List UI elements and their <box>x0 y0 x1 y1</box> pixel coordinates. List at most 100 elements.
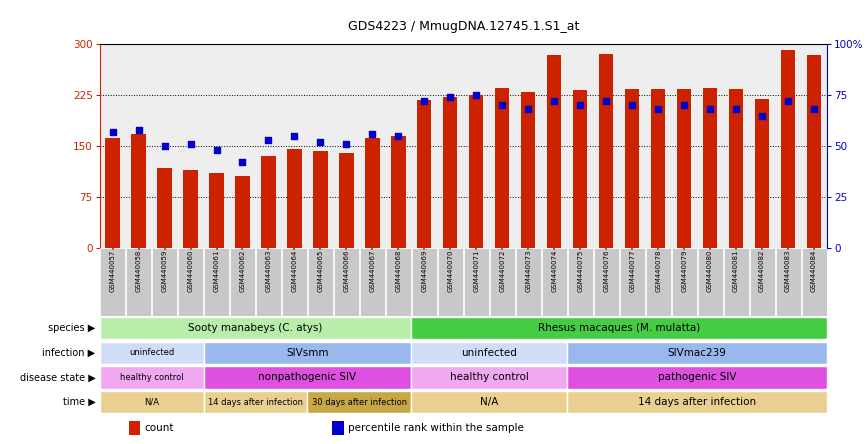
Bar <box>802 248 826 316</box>
Text: Rhesus macaques (M. mulatta): Rhesus macaques (M. mulatta) <box>538 323 701 333</box>
Text: GSM440082: GSM440082 <box>759 250 765 292</box>
Bar <box>100 248 125 316</box>
Bar <box>339 153 353 248</box>
Point <box>729 106 743 113</box>
Point <box>599 98 613 105</box>
Bar <box>469 95 483 248</box>
FancyBboxPatch shape <box>204 342 411 364</box>
Text: GSM440061: GSM440061 <box>214 250 219 292</box>
Text: pathogenic SIV: pathogenic SIV <box>658 373 736 382</box>
Text: GDS4223 / MmugDNA.12745.1.S1_at: GDS4223 / MmugDNA.12745.1.S1_at <box>347 20 579 33</box>
Bar <box>594 248 618 316</box>
Point <box>521 106 535 113</box>
Text: GSM440064: GSM440064 <box>292 250 297 292</box>
FancyBboxPatch shape <box>100 391 204 413</box>
Bar <box>651 89 665 248</box>
Text: GSM440081: GSM440081 <box>734 250 739 292</box>
Bar <box>438 248 462 316</box>
Point <box>210 147 223 154</box>
Point <box>443 94 457 101</box>
Point <box>781 98 795 105</box>
Point <box>313 139 327 146</box>
Text: GSM440069: GSM440069 <box>422 250 427 292</box>
Text: GSM440079: GSM440079 <box>682 250 687 292</box>
Bar <box>412 248 436 316</box>
FancyBboxPatch shape <box>204 366 411 388</box>
Bar <box>132 134 145 248</box>
Text: disease state ▶: disease state ▶ <box>20 373 95 382</box>
Point <box>625 102 639 109</box>
Text: GSM440078: GSM440078 <box>656 250 661 292</box>
Point <box>703 106 717 113</box>
Text: nonpathogenic SIV: nonpathogenic SIV <box>258 373 357 382</box>
Text: GSM440059: GSM440059 <box>162 250 167 292</box>
Text: uninfected: uninfected <box>462 348 517 358</box>
Text: SIVmac239: SIVmac239 <box>668 348 727 358</box>
Bar <box>781 50 795 248</box>
Point <box>417 98 431 105</box>
Bar <box>724 248 748 316</box>
Bar <box>703 88 717 248</box>
Text: GSM440071: GSM440071 <box>474 250 479 292</box>
FancyBboxPatch shape <box>411 317 827 339</box>
FancyBboxPatch shape <box>411 391 567 413</box>
Text: 14 days after infection: 14 days after infection <box>638 397 756 407</box>
Bar <box>106 138 120 248</box>
Text: percentile rank within the sample: percentile rank within the sample <box>348 423 524 433</box>
FancyBboxPatch shape <box>100 366 204 388</box>
Text: GSM440062: GSM440062 <box>240 250 245 292</box>
Point <box>807 106 821 113</box>
Point <box>547 98 561 105</box>
Bar <box>573 90 587 248</box>
Bar <box>807 55 821 248</box>
Text: N/A: N/A <box>480 397 499 407</box>
Bar <box>443 97 457 248</box>
Point <box>651 106 665 113</box>
FancyBboxPatch shape <box>100 317 411 339</box>
Bar <box>210 173 223 248</box>
Bar <box>750 248 774 316</box>
Bar <box>334 248 359 316</box>
Bar <box>288 149 301 248</box>
Bar <box>386 248 410 316</box>
Bar <box>698 248 722 316</box>
Point <box>469 91 483 99</box>
Point <box>365 130 379 137</box>
Bar <box>755 99 769 248</box>
Bar <box>365 138 379 248</box>
Text: GSM440072: GSM440072 <box>500 250 505 292</box>
Point <box>158 143 171 150</box>
Text: species ▶: species ▶ <box>48 323 95 333</box>
Bar <box>646 248 670 316</box>
Bar <box>495 88 509 248</box>
FancyBboxPatch shape <box>567 342 827 364</box>
Bar <box>620 248 644 316</box>
Text: 14 days after infection: 14 days after infection <box>208 398 303 407</box>
Bar <box>391 136 405 248</box>
Bar <box>490 248 514 316</box>
FancyBboxPatch shape <box>567 366 827 388</box>
Bar <box>521 92 535 248</box>
Bar <box>129 421 140 435</box>
Text: GSM440058: GSM440058 <box>136 250 141 292</box>
Bar <box>204 248 229 316</box>
Text: GSM440068: GSM440068 <box>396 250 401 292</box>
Point <box>573 102 587 109</box>
Bar <box>776 248 800 316</box>
FancyBboxPatch shape <box>411 342 567 364</box>
Text: count: count <box>145 423 174 433</box>
Point <box>236 159 249 166</box>
Text: SIVsmm: SIVsmm <box>286 348 329 358</box>
Text: GSM440057: GSM440057 <box>110 250 115 292</box>
Bar <box>599 54 613 248</box>
Bar <box>516 248 540 316</box>
FancyBboxPatch shape <box>100 342 204 364</box>
Bar <box>547 55 561 248</box>
Bar <box>729 89 743 248</box>
Text: GSM440074: GSM440074 <box>552 250 557 292</box>
Point <box>288 132 301 139</box>
Bar <box>313 151 327 248</box>
Bar <box>178 248 203 316</box>
Bar <box>236 176 249 248</box>
Text: GSM440066: GSM440066 <box>344 250 349 292</box>
